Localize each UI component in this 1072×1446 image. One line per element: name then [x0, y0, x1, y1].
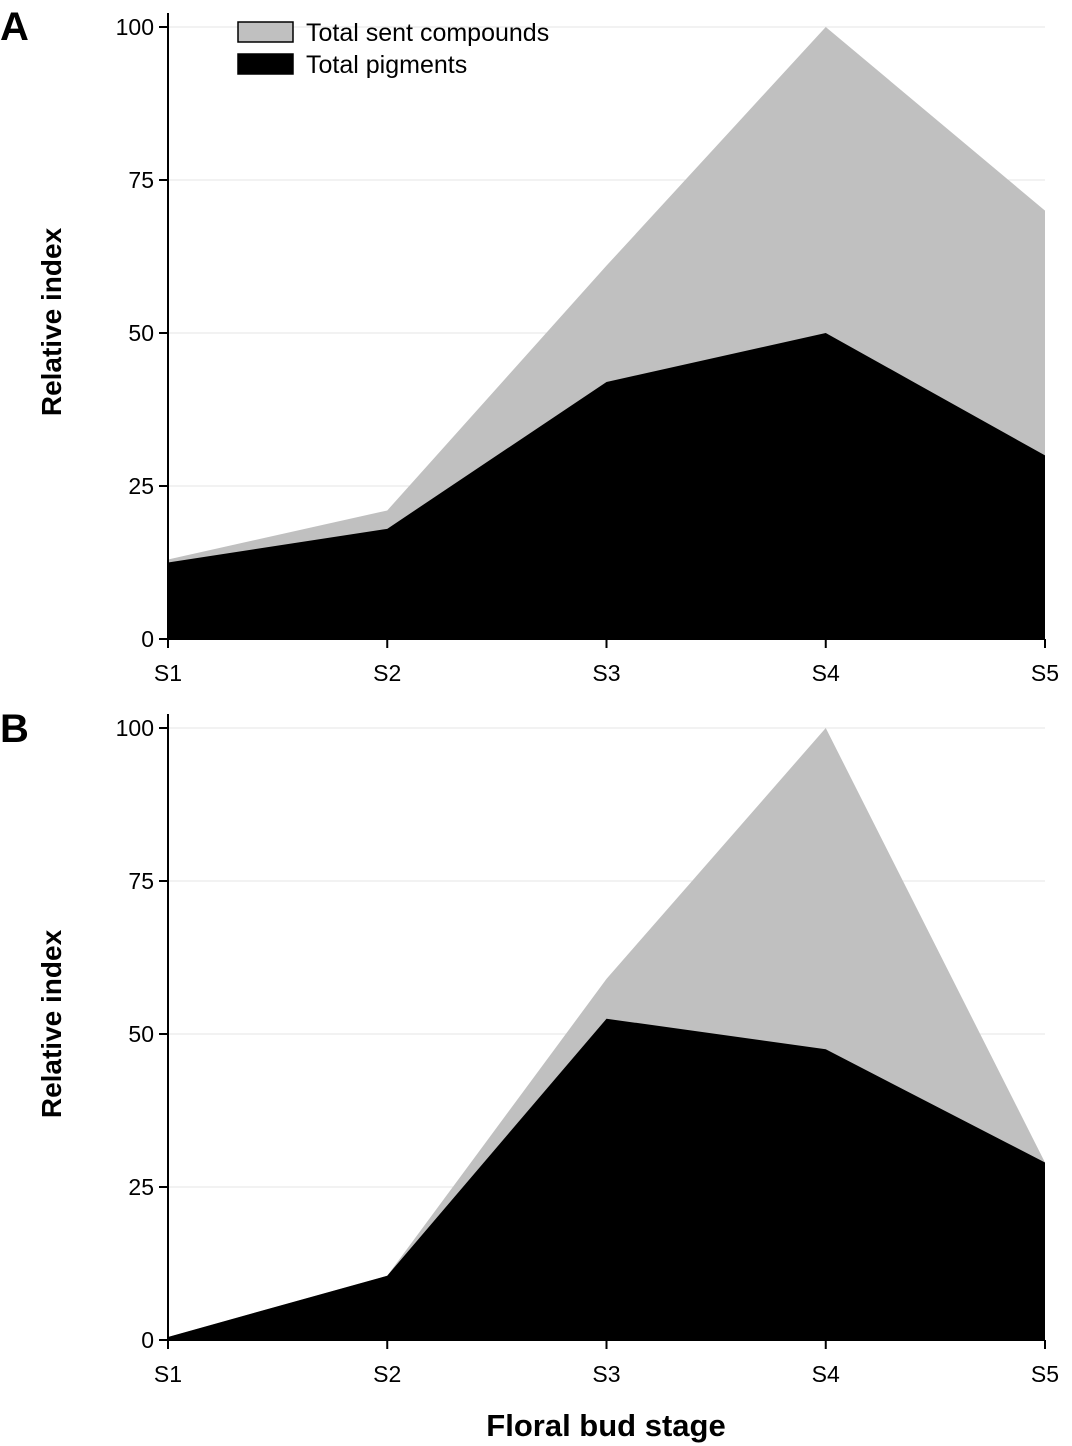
- legend-label-total-pigments: Total pigments: [306, 51, 467, 79]
- axes-b: 0 25 50 75 100 S1 S2 S3 S4 S5: [116, 714, 1059, 1387]
- x-tick-label: S3: [592, 660, 620, 686]
- panel-b: B 0 25 50 75 100 S1 S2 S3 S4 S5 Relative index Fl…: [0, 707, 1059, 1443]
- x-tick-label: S5: [1031, 1361, 1059, 1387]
- y-tick-label: 75: [128, 868, 154, 894]
- panel-a: A 0 25 50 75 100 S1 S2 S3 S4 S5 Relative index To…: [0, 5, 1059, 686]
- x-tick-label: S4: [812, 660, 840, 686]
- legend-label-total-sent-compounds: Total sent compounds: [306, 19, 549, 47]
- x-tick-label: S4: [812, 1361, 840, 1387]
- y-tick-label: 100: [116, 715, 154, 741]
- y-tick-label: 0: [141, 626, 154, 652]
- axes-a: 0 25 50 75 100 S1 S2 S3 S4 S5: [116, 13, 1059, 686]
- legend-swatch-total-sent-compounds: [237, 21, 294, 43]
- legend-swatch-total-pigments: [237, 53, 294, 75]
- panel-label-b: B: [0, 707, 29, 751]
- area-total-pigments-a: [168, 333, 1045, 639]
- x-tick-label: S5: [1031, 660, 1059, 686]
- y-axis-label-b: Relative index: [36, 929, 67, 1118]
- legend: Total sent compounds Total pigments: [237, 19, 549, 79]
- x-tick-label: S2: [373, 1361, 401, 1387]
- panel-label-a: A: [0, 5, 29, 49]
- x-tick-label: S1: [154, 660, 182, 686]
- y-tick-label: 0: [141, 1327, 154, 1353]
- x-tick-label: S1: [154, 1361, 182, 1387]
- y-tick-label: 25: [128, 473, 154, 499]
- x-axis-label: Floral bud stage: [486, 1408, 725, 1443]
- y-tick-label: 100: [116, 14, 154, 40]
- y-tick-label: 50: [128, 1021, 154, 1047]
- x-tick-label: S2: [373, 660, 401, 686]
- y-axis-label-a: Relative index: [36, 227, 67, 416]
- x-tick-label: S3: [592, 1361, 620, 1387]
- y-tick-label: 50: [128, 320, 154, 346]
- area-total-pigments-b: [168, 1018, 1045, 1340]
- y-tick-label: 75: [128, 167, 154, 193]
- y-tick-label: 25: [128, 1174, 154, 1200]
